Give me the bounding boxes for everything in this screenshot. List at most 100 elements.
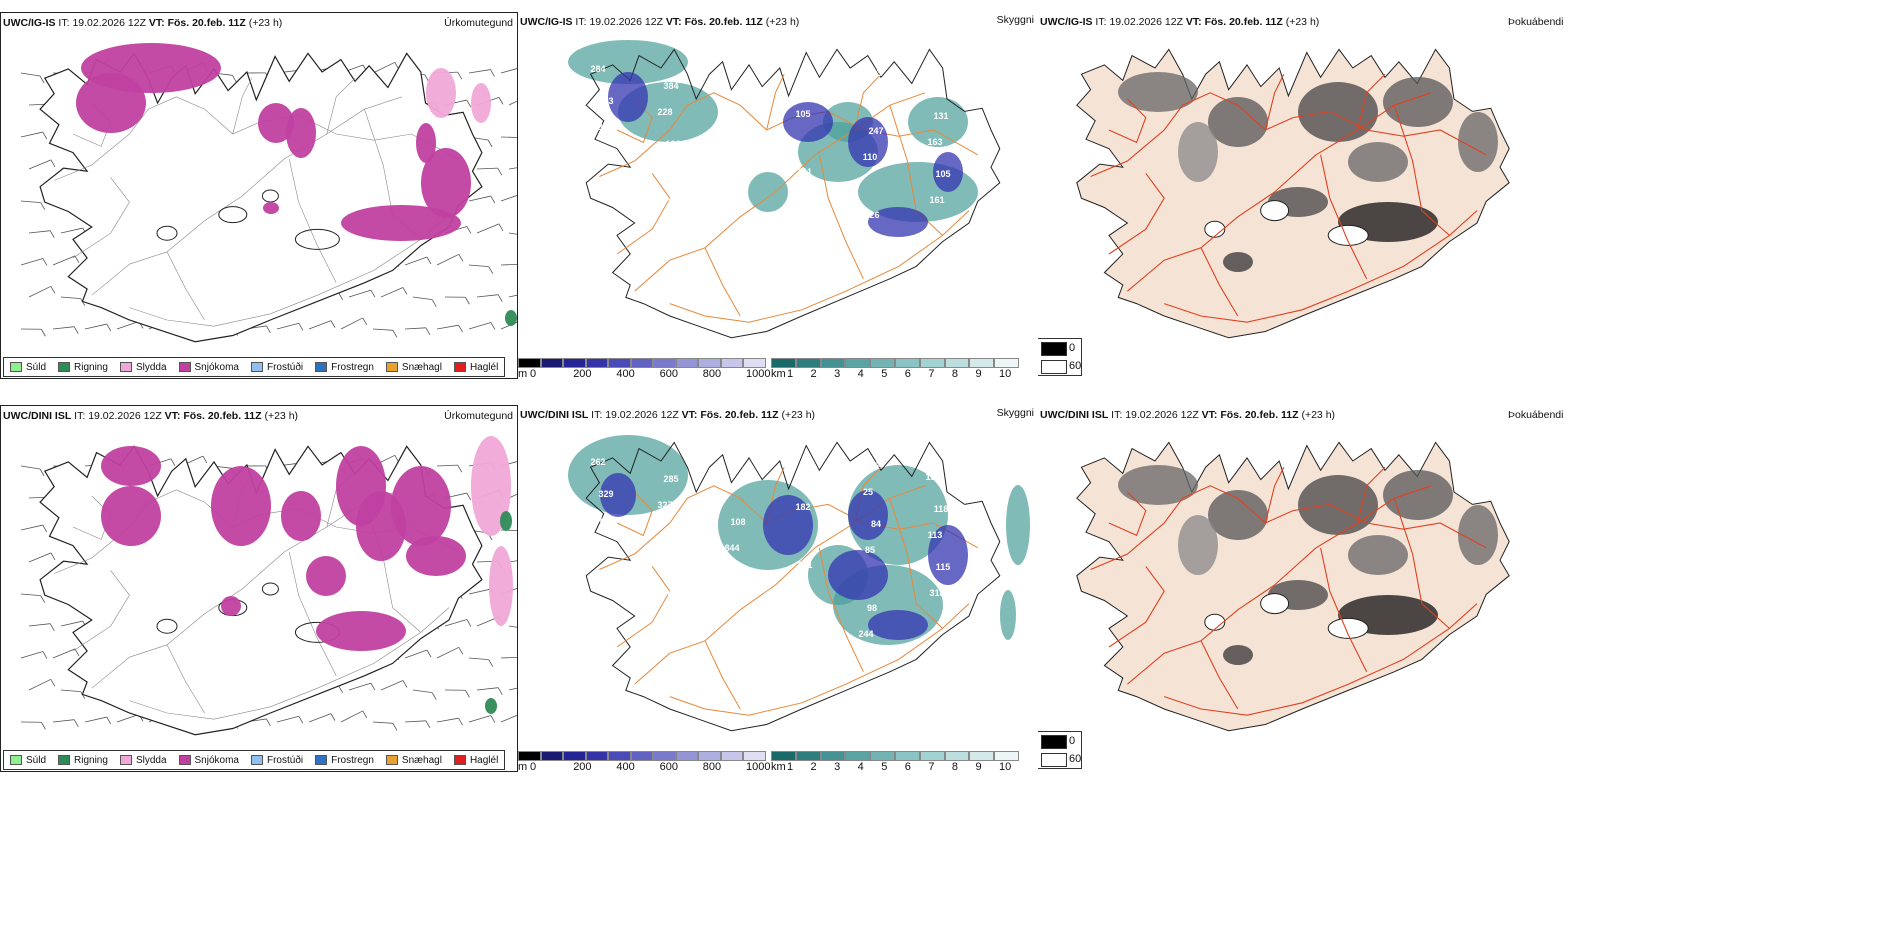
colorbar-tick-label: 9	[975, 368, 982, 379]
fog-legend: 0 60	[1038, 731, 1082, 769]
precip-area	[485, 698, 497, 714]
wind-barb-flag	[232, 75, 237, 83]
fog-area	[1223, 645, 1253, 665]
wind-barb	[436, 324, 459, 330]
colorbar-tick-label: 4	[857, 368, 864, 379]
road-line	[1393, 105, 1450, 236]
colorbar-unit: km	[771, 368, 786, 379]
fog-area	[1348, 142, 1408, 182]
colorbar-cell	[795, 751, 821, 761]
fog-area	[1178, 515, 1218, 575]
fog-area	[1458, 112, 1498, 172]
colorbar-cell	[994, 358, 1019, 368]
fog-legend-label: 0	[1069, 342, 1076, 354]
road-network	[599, 73, 979, 323]
wind-barb	[60, 689, 81, 693]
wind-barb-flag	[466, 492, 472, 501]
colorbar-tick-label: 6	[904, 368, 911, 379]
road-line	[1356, 73, 1386, 131]
legend-label: Snjókoma	[194, 361, 239, 373]
wind-barb	[436, 646, 460, 659]
colorbar-cell	[969, 751, 995, 761]
legend-item: Slydda	[119, 362, 167, 373]
wind-barb-flag	[42, 131, 48, 140]
visibility-value-label: 123	[732, 575, 747, 585]
visibility-value-label: 73	[804, 83, 814, 93]
fog-legend: 0 60	[1038, 338, 1082, 376]
wind-barb	[340, 317, 363, 330]
wind-barb-flag	[487, 139, 493, 148]
visibility-area-teal	[568, 435, 688, 515]
wind-barb	[52, 326, 75, 330]
visibility-value-label: 113	[928, 530, 943, 540]
glacier-outline	[1260, 200, 1290, 222]
wind-barb	[500, 714, 517, 723]
colorbar-cell	[720, 358, 744, 368]
legend-swatch	[453, 362, 466, 372]
wind-barb	[508, 493, 517, 499]
glacier-outline	[156, 618, 178, 634]
visibility-value-label: 18	[605, 212, 615, 222]
wind-barb-flag	[370, 289, 376, 298]
wind-barb	[508, 294, 517, 298]
road-line	[1264, 466, 1285, 524]
fog-area	[1383, 77, 1453, 127]
visibility-value-label: 570	[667, 590, 682, 600]
colorbar-tick-label: 1	[787, 368, 794, 379]
legend-item: Frostregn	[315, 755, 374, 766]
visibility-value-label: 182	[795, 502, 810, 512]
visibility-value-label: 136	[600, 547, 615, 557]
visibility-value-label: 64	[597, 573, 607, 583]
visibility-area-blue	[868, 207, 928, 237]
colorbar-cell	[608, 751, 631, 761]
panel-field-label: Úrkomutegund	[444, 410, 513, 422]
road-line	[616, 566, 671, 648]
road-line	[166, 644, 205, 714]
colorbar-tick-label: 800	[702, 761, 722, 772]
panel-title: UWC/IG-IS IT: 19.02.2026 12Z VT: Fös. 20…	[1040, 16, 1320, 28]
visibility-value-label: 844	[724, 543, 739, 553]
visibility-value-label: 426	[864, 210, 879, 220]
visibility-value-label: 69	[802, 225, 812, 235]
wind-barb	[436, 253, 460, 266]
visibility-area-blue	[848, 117, 888, 167]
road-line	[288, 551, 337, 676]
wind-barb	[28, 285, 52, 298]
wind-barb	[508, 687, 517, 691]
wind-barb-flag	[370, 682, 376, 691]
visibility-value-label: 93	[796, 251, 806, 261]
legend-label: Slydda	[135, 754, 167, 766]
precip-area	[471, 436, 511, 536]
visibility-area-blue	[783, 102, 833, 142]
visibility-colorbar-km: km 1 2 3 4 5 6 7 8 9 10	[771, 358, 1019, 379]
colorbar-cell	[675, 751, 699, 761]
colorbar-cell	[585, 358, 609, 368]
legend-label: Rigning	[74, 754, 108, 766]
colorbar-cell	[771, 358, 796, 368]
visibility-value-label: 191	[659, 558, 674, 568]
precip-area	[263, 202, 279, 214]
wind-barb-flag	[490, 715, 496, 723]
wind-barb	[340, 710, 363, 723]
wind-barb-flag	[42, 524, 48, 533]
wind-barb	[60, 296, 81, 300]
wind-barb	[468, 264, 489, 268]
legend-item: Snæhagl	[385, 755, 442, 766]
wind-barb	[20, 524, 43, 531]
wind-barb	[476, 687, 499, 691]
road-line	[818, 547, 864, 673]
road-line	[616, 173, 671, 255]
colorbar-cell	[820, 358, 846, 368]
wind-barb	[508, 625, 517, 628]
legend-label: Frostúði	[266, 361, 304, 373]
colorbar-tick-label: 2	[810, 761, 817, 772]
visibility-area-blue	[600, 473, 636, 517]
road-line	[634, 92, 926, 292]
road-line	[616, 491, 653, 537]
visibility-value-label: 110	[863, 152, 878, 162]
road-line	[1320, 547, 1368, 673]
colorbar-tick-label: 7	[928, 368, 935, 379]
legend-swatch	[119, 362, 132, 372]
legend-item: Slydda	[119, 754, 167, 766]
precip-area	[406, 536, 466, 576]
